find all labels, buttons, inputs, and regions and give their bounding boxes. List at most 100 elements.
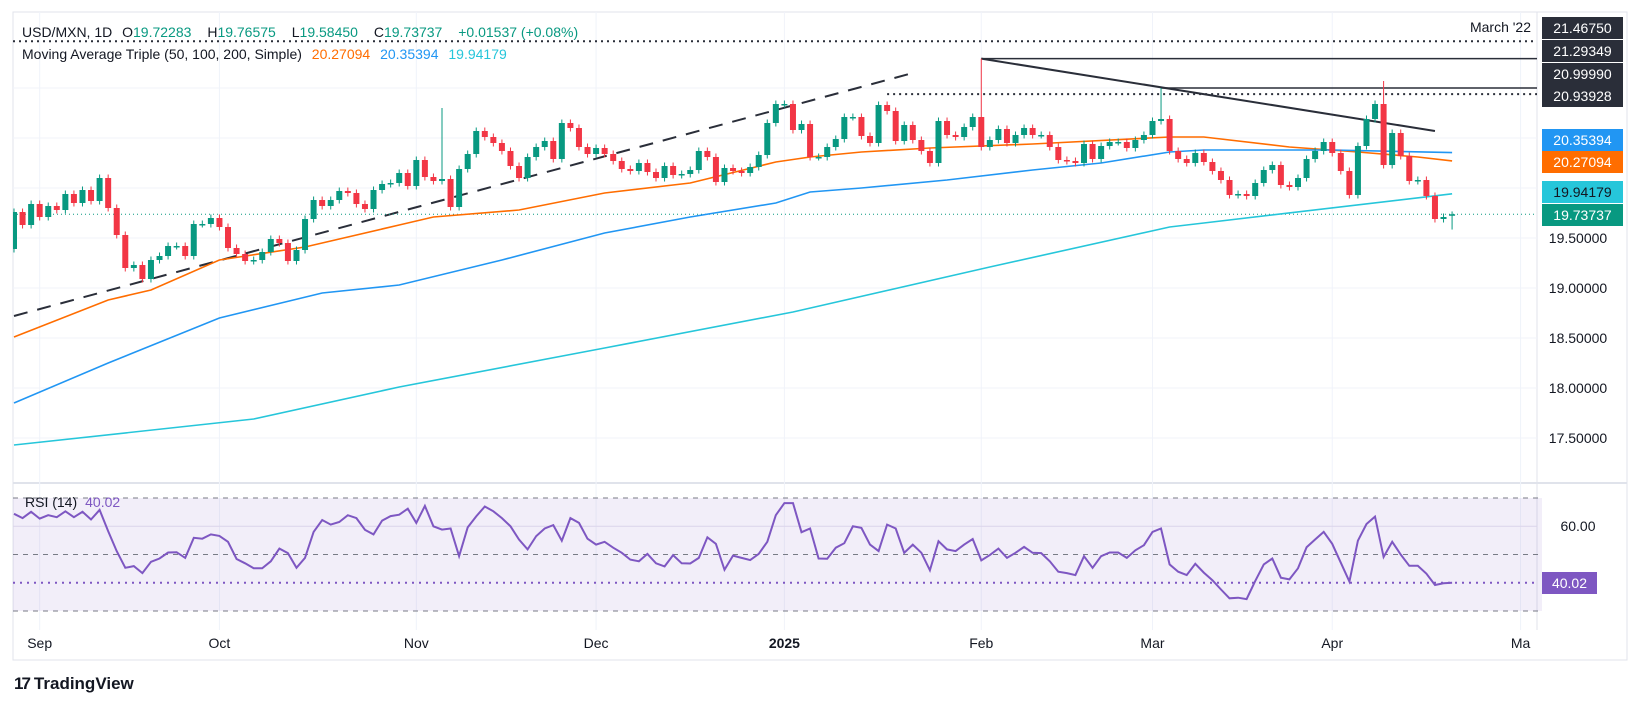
candle-body [447, 179, 454, 207]
candle-body [13, 212, 17, 249]
candle [396, 169, 403, 187]
candle-body [721, 168, 728, 182]
candle [1252, 179, 1259, 200]
candle-body [1209, 162, 1216, 171]
candle-body [233, 248, 240, 254]
candle [156, 252, 163, 264]
candle [533, 143, 540, 161]
ma200-value: 19.94179 [448, 46, 507, 62]
candle [1106, 138, 1113, 150]
price-axis[interactable]: 19.50000 19.00000 18.50000 18.00000 17.50000 [1549, 230, 1608, 446]
candle-body [45, 206, 52, 217]
candle-body [884, 105, 891, 111]
candle-body [618, 161, 625, 169]
candle-body [387, 183, 394, 185]
candle [678, 170, 685, 179]
candle-body [1260, 170, 1267, 183]
candle [1286, 181, 1293, 191]
candle [884, 101, 891, 115]
rsi-value: 40.02 [85, 494, 121, 510]
candle [1295, 174, 1301, 191]
candle [242, 250, 249, 265]
candle [687, 166, 694, 178]
candle-body [730, 168, 737, 171]
candle [430, 173, 437, 185]
candle-body [1372, 104, 1379, 119]
high-label: H [207, 24, 218, 40]
price-tag-ma50: 20.27094 [1542, 151, 1623, 173]
ma50-value: 20.27094 [311, 46, 371, 62]
candle [961, 123, 968, 141]
tradingview-logo-icon: 17 [14, 674, 31, 693]
price-tag-level: 20.99990 [1542, 63, 1623, 85]
candle-body [1123, 142, 1130, 148]
candle-body [961, 127, 968, 137]
candle-body [978, 117, 985, 147]
candle [439, 108, 445, 185]
candle-body [113, 208, 120, 235]
candle [815, 153, 822, 161]
candle [1260, 166, 1267, 187]
tradingview-logo[interactable]: 17 TradingView [14, 674, 134, 694]
candle [147, 256, 154, 283]
candle [1235, 190, 1242, 199]
candle [781, 100, 788, 108]
candle [1277, 161, 1284, 189]
candle [481, 127, 488, 141]
candle-body [79, 190, 86, 203]
candle-body [909, 125, 916, 140]
price-tag-ma200: 19.94179 [1542, 181, 1623, 203]
candle [1055, 143, 1062, 164]
ma-legend[interactable]: Moving Average Triple (50, 100, 200, Sim… [22, 46, 513, 62]
candle-body [122, 235, 129, 268]
time-axis[interactable]: Sep Oct Nov Dec 2025 Feb Mar Apr Ma [27, 635, 1530, 651]
candle-body [225, 227, 231, 248]
candle-body [19, 212, 26, 225]
candle [1423, 176, 1430, 200]
candle [1217, 167, 1224, 184]
candle-body [1226, 180, 1233, 195]
candle [1269, 161, 1276, 174]
candle-body [430, 177, 437, 181]
candle [404, 169, 411, 190]
rsi-legend[interactable]: RSI (14) 40.02 [25, 494, 120, 510]
candle [165, 242, 172, 260]
candle-body [284, 243, 291, 261]
symbol-legend[interactable]: USD/MXN, 1D O19.72283 H19.76575 L19.5845… [22, 24, 584, 40]
candle-body [969, 117, 976, 127]
candle [344, 187, 351, 197]
open-label: O [122, 24, 134, 40]
candle-body [550, 141, 557, 159]
candle-body [199, 224, 206, 226]
candle [558, 119, 565, 163]
candle [379, 180, 386, 194]
candle [909, 121, 916, 144]
candle [764, 119, 771, 159]
candle-body [1115, 142, 1122, 144]
candle-body [250, 260, 257, 262]
rsi-line [13, 502, 1453, 601]
candle-body [242, 254, 249, 261]
candle-body [695, 151, 702, 170]
time-axis-label: Apr [1321, 635, 1343, 651]
candle [130, 261, 137, 272]
candle-body [1029, 128, 1036, 135]
candle [182, 242, 189, 260]
candle [1406, 152, 1413, 185]
candle-body [413, 160, 420, 186]
candle [978, 58, 985, 151]
candle [53, 202, 60, 214]
candle-body [1158, 119, 1165, 121]
candle [13, 208, 17, 253]
candle-body [772, 104, 779, 123]
candle-body [1081, 144, 1087, 163]
candle [601, 144, 608, 158]
grid [13, 12, 1537, 630]
candle [293, 246, 300, 265]
candle [507, 147, 514, 170]
candle [670, 162, 677, 179]
candle-body [344, 191, 351, 193]
candle [267, 235, 274, 256]
candle-body [1217, 171, 1224, 180]
